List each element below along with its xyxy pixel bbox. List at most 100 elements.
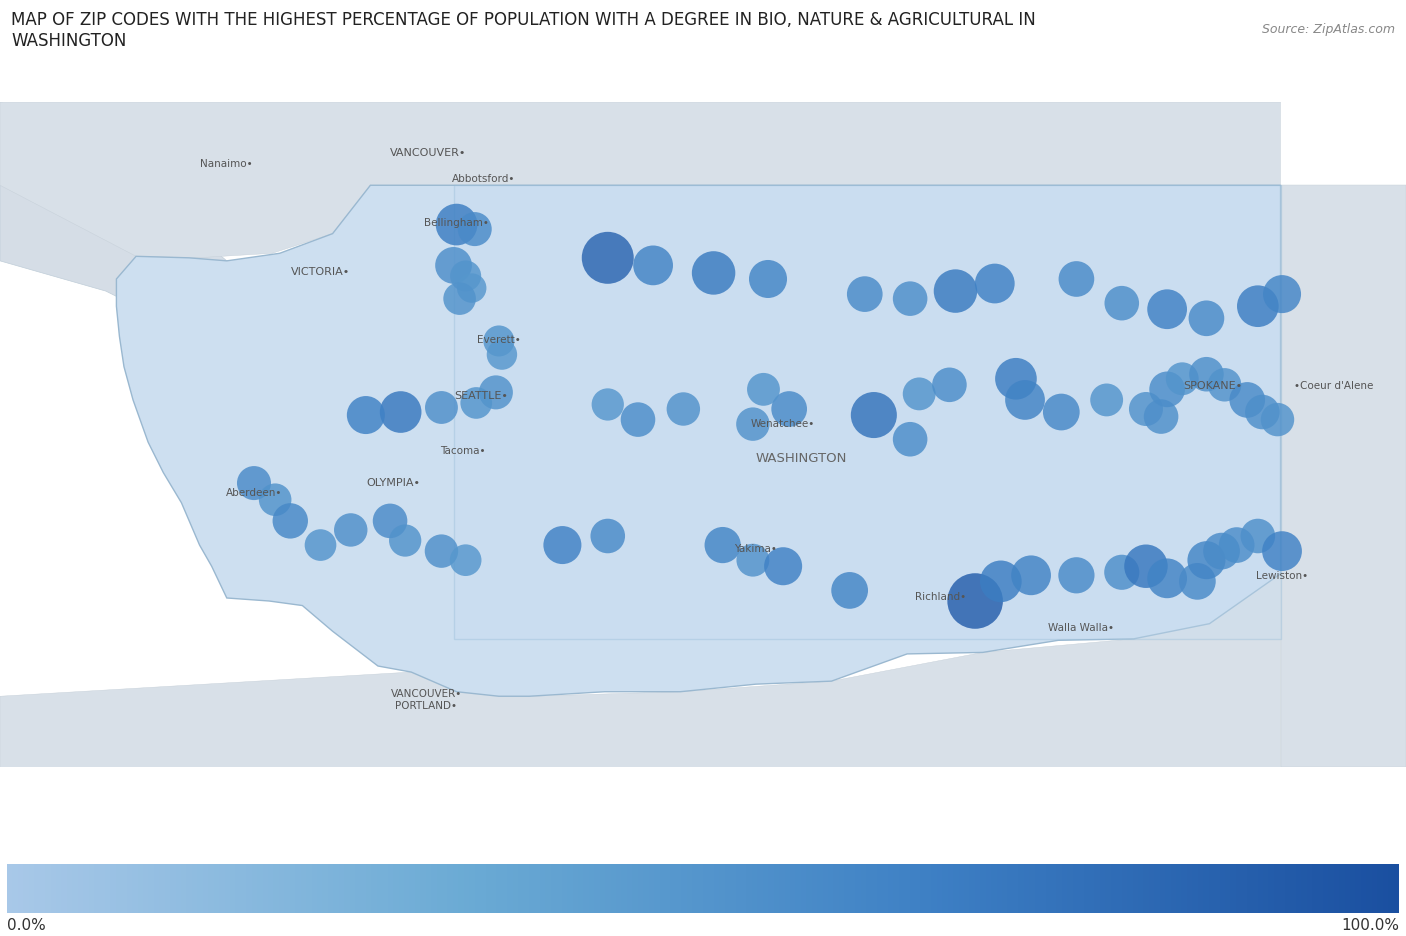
Point [990, 575, 1012, 590]
Point [1195, 367, 1218, 382]
Point [596, 529, 619, 544]
Point [898, 292, 921, 307]
Point [389, 405, 412, 420]
Polygon shape [0, 574, 1281, 768]
Point [596, 398, 619, 413]
Point [945, 285, 967, 300]
Point [1005, 372, 1028, 387]
Point [1111, 297, 1133, 312]
Text: Tacoma•: Tacoma• [440, 446, 485, 455]
Point [378, 514, 401, 529]
Point [1271, 544, 1294, 559]
Point [1014, 393, 1036, 408]
Point [752, 383, 775, 398]
Text: Bellingham•: Bellingham• [425, 217, 489, 227]
Text: OLYMPIA•: OLYMPIA• [366, 477, 420, 487]
Text: Yakima•: Yakima• [734, 544, 778, 553]
Point [1267, 413, 1289, 428]
Point [309, 538, 332, 553]
Text: SPOKANE•: SPOKANE• [1182, 380, 1241, 390]
Point [1195, 312, 1218, 327]
Point [898, 432, 921, 447]
Text: Lewiston•: Lewiston• [1256, 571, 1308, 580]
Point [1066, 568, 1088, 583]
Point [551, 538, 574, 553]
Point [672, 402, 695, 417]
Point [1156, 302, 1178, 317]
Point [1066, 272, 1088, 287]
Point [1135, 402, 1157, 417]
Point [1150, 410, 1173, 425]
Point [454, 270, 477, 285]
Point [488, 334, 510, 349]
Point [1111, 565, 1133, 580]
Point [1247, 529, 1270, 544]
Point [1213, 378, 1236, 393]
Point [278, 514, 301, 529]
Text: Walla Walla•: Walla Walla• [1047, 622, 1114, 632]
Point [430, 401, 453, 416]
Point [1195, 553, 1218, 568]
Text: Source: ZipAtlas.com: Source: ZipAtlas.com [1261, 23, 1395, 37]
Text: 100.0%: 100.0% [1341, 917, 1399, 932]
Point [853, 287, 876, 302]
Text: Wenatchee•: Wenatchee• [751, 418, 815, 428]
Point [443, 258, 465, 273]
Point [741, 417, 763, 432]
Point [1211, 544, 1233, 559]
Text: 0.0%: 0.0% [7, 917, 46, 932]
Point [465, 396, 488, 411]
Point [1236, 393, 1258, 408]
Point [741, 553, 763, 568]
Text: VANCOUVER•: VANCOUVER• [389, 148, 465, 158]
Point [756, 272, 779, 287]
Text: Nanaimo•: Nanaimo• [201, 158, 253, 168]
Point [460, 281, 482, 296]
Point [838, 583, 860, 598]
Point [863, 408, 886, 423]
Point [1171, 372, 1194, 387]
Point [430, 544, 453, 559]
Point [491, 347, 513, 362]
Point [454, 553, 477, 568]
Point [354, 408, 377, 423]
Point [984, 277, 1007, 292]
Point [1271, 287, 1294, 302]
Point [1019, 568, 1042, 583]
Point [643, 258, 665, 273]
Point [627, 413, 650, 428]
Point [596, 251, 619, 266]
Text: VANCOUVER•
PORTLAND•: VANCOUVER• PORTLAND• [391, 689, 463, 710]
Text: SEATTLE•: SEATTLE• [454, 391, 508, 401]
Polygon shape [0, 103, 302, 367]
Point [1226, 538, 1249, 553]
Point [703, 266, 725, 281]
Polygon shape [0, 103, 1281, 258]
Text: VICTORIA•: VICTORIA• [291, 267, 350, 277]
Text: WASHINGTON: WASHINGTON [755, 451, 846, 464]
Point [485, 386, 508, 401]
Text: Aberdeen•: Aberdeen• [226, 488, 283, 498]
Point [778, 402, 800, 417]
Point [1251, 405, 1274, 420]
Text: •Coeur d'Alene: •Coeur d'Alene [1294, 380, 1374, 390]
Point [1247, 300, 1270, 314]
Point [1187, 575, 1209, 590]
Text: Abbotsford•: Abbotsford• [453, 173, 516, 183]
Point [243, 476, 266, 491]
Point [908, 387, 931, 402]
Point [711, 538, 734, 553]
Point [394, 534, 416, 548]
Point [1156, 571, 1178, 586]
Polygon shape [117, 186, 1281, 696]
Point [339, 523, 361, 538]
Point [449, 292, 471, 307]
Point [446, 218, 468, 233]
Point [1156, 383, 1178, 398]
Polygon shape [1281, 186, 1406, 768]
Bar [454, 186, 1281, 639]
Text: MAP OF ZIP CODES WITH THE HIGHEST PERCENTAGE OF POPULATION WITH A DEGREE IN BIO,: MAP OF ZIP CODES WITH THE HIGHEST PERCEN… [11, 11, 1036, 50]
Point [772, 559, 794, 574]
Point [1095, 393, 1118, 408]
Point [1050, 405, 1073, 420]
